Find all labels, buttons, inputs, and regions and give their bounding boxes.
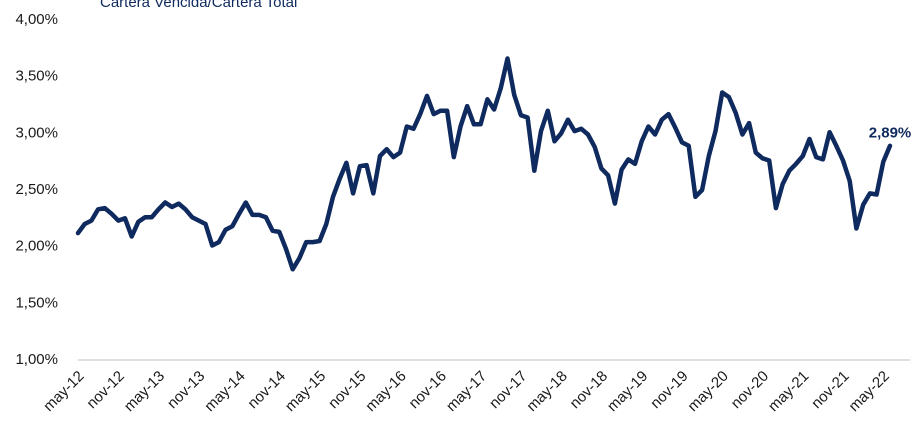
y-tick-label: 3,50% — [15, 68, 58, 85]
x-tick-label: may-16 — [362, 368, 409, 415]
x-tick-label: nov-17 — [486, 368, 530, 412]
x-tick-label: may-20 — [684, 368, 731, 415]
y-tick-label: 2,50% — [15, 181, 58, 198]
y-tick-label: 1,00% — [15, 351, 58, 368]
x-tick-label: may-14 — [201, 368, 248, 415]
x-tick-label: may-13 — [121, 368, 168, 415]
x-tick-label: nov-12 — [83, 368, 127, 412]
x-tick-label: nov-13 — [164, 368, 208, 412]
x-tick-label: may-15 — [282, 368, 329, 415]
y-tick-label: 2,00% — [15, 238, 58, 255]
x-tick-label: nov-19 — [647, 368, 691, 412]
y-tick-label: 1,50% — [15, 294, 58, 311]
x-tick-label: nov-20 — [728, 368, 772, 412]
x-tick-label: may-19 — [604, 368, 651, 415]
x-tick-label: nov-18 — [567, 368, 611, 412]
x-tick-label: may-21 — [765, 368, 812, 415]
y-tick-label: 4,00% — [15, 11, 58, 28]
x-tick-label: may-18 — [523, 368, 570, 415]
x-tick-label: nov-16 — [406, 368, 450, 412]
x-tick-label: nov-21 — [808, 368, 852, 412]
chart-title: Cartera Vencida/Cartera Total — [100, 0, 297, 11]
x-tick-label: may-12 — [40, 368, 87, 415]
y-tick-label: 3,00% — [15, 124, 58, 141]
x-tick-label: may-22 — [846, 368, 893, 415]
data-label: 2,89% — [869, 125, 912, 142]
data-line — [75, 56, 893, 272]
x-tick-label: nov-14 — [244, 368, 288, 412]
x-tick-label: nov-15 — [325, 368, 369, 412]
x-tick-label: may-17 — [443, 368, 490, 415]
